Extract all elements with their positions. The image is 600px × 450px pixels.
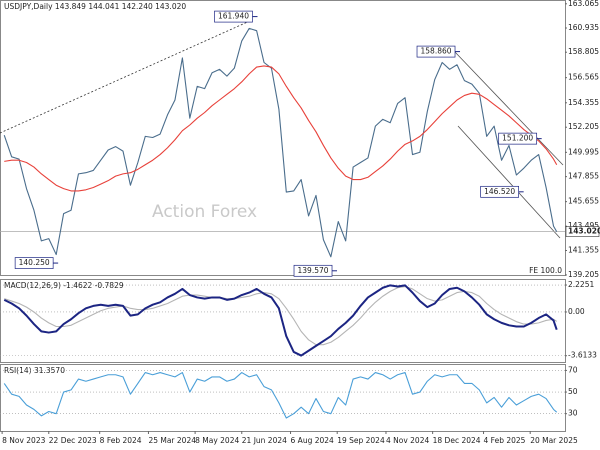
y-tick-label: 147.855 xyxy=(568,172,599,181)
annotation-label: 161.940 xyxy=(218,12,249,21)
y-tick-label: 30 xyxy=(568,409,578,418)
series-line xyxy=(4,285,558,346)
y-tick-label: 152.205 xyxy=(568,122,599,131)
x-tick-label: 4 Feb 2025 xyxy=(484,436,526,445)
x-tick-label: 21 Jun 2024 xyxy=(242,436,287,445)
x-tick-label: 6 Aug 2024 xyxy=(291,436,334,445)
chart-title: USDJPY,Daily 143.849 144.041 142.240 143… xyxy=(4,2,186,11)
trend-line xyxy=(0,19,253,134)
y-tick-label: 0.00 xyxy=(568,307,585,316)
last-price-box xyxy=(565,226,600,237)
y-tick-label: 154.355 xyxy=(568,98,599,107)
rsi-title: RSI(14) 31.3570 xyxy=(4,366,65,375)
channel-line xyxy=(457,125,561,239)
x-tick-label: 19 Sep 2024 xyxy=(337,436,385,445)
annotation-label: 140.250 xyxy=(19,258,50,267)
y-tick-label: 50 xyxy=(568,387,578,396)
series-line xyxy=(3,284,558,357)
y-tick-label: 139.205 xyxy=(568,270,599,279)
y-tick-label: 145.655 xyxy=(568,197,599,206)
annotation-label: 151.200 xyxy=(502,134,533,143)
macd-title: MACD(12,26,9) -1.4622 -0.7829 xyxy=(4,281,124,290)
y-tick-label: 143.495 xyxy=(568,221,599,230)
y-tick-label: 160.935 xyxy=(568,23,599,32)
annotation-label: 158.860 xyxy=(421,47,452,56)
x-tick-label: 8 May 2024 xyxy=(195,436,239,445)
annotation-box xyxy=(293,264,333,277)
last-price-label: 143.020 xyxy=(568,227,600,236)
annotation-box xyxy=(14,257,54,269)
channel-line xyxy=(454,51,564,166)
annotation-label: 139.570 xyxy=(298,266,329,275)
macd-frame xyxy=(0,279,566,363)
y-tick-label: 2.2251 xyxy=(568,280,594,289)
x-tick-label: 8 Nov 2023 xyxy=(2,436,45,445)
x-tick-label: 22 Dec 2023 xyxy=(49,436,97,445)
x-tick-label: 8 Feb 2024 xyxy=(100,436,142,445)
series-line xyxy=(4,65,558,192)
annotation-box xyxy=(498,132,538,145)
annotation-label: 146.520 xyxy=(484,187,515,196)
x-tick-label: 18 Dec 2024 xyxy=(433,436,481,445)
series-line xyxy=(3,27,558,258)
price-frame xyxy=(0,0,566,276)
y-tick-label: 158.805 xyxy=(568,47,599,56)
y-tick-label: 156.565 xyxy=(568,73,599,82)
x-tick-label: 20 Mar 2025 xyxy=(530,436,578,445)
annotation-box xyxy=(214,10,253,23)
fib-label: FE 100.0 xyxy=(529,266,562,275)
y-tick-label: -3.6133 xyxy=(568,351,597,360)
rsi-frame xyxy=(0,364,566,432)
y-tick-label: 141.355 xyxy=(568,246,599,255)
x-tick-label: 25 Mar 2024 xyxy=(148,436,196,445)
y-tick-label: 163.065 xyxy=(568,0,599,8)
annotation-box xyxy=(480,185,519,198)
watermark: Action Forex xyxy=(152,202,257,222)
series-line xyxy=(3,372,558,419)
y-tick-label: 149.995 xyxy=(568,147,599,156)
y-tick-label: 70 xyxy=(568,365,578,374)
x-tick-label: 4 Nov 2024 xyxy=(386,436,429,445)
annotation-box xyxy=(416,45,456,58)
